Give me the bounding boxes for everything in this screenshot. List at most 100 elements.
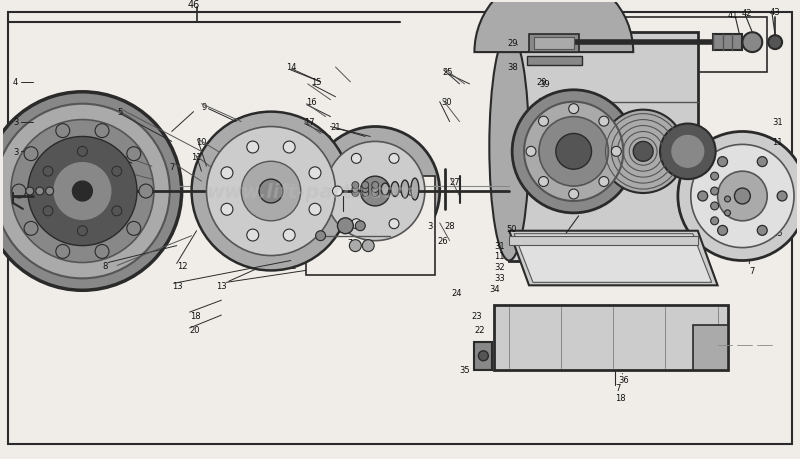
Circle shape <box>362 186 369 193</box>
Circle shape <box>283 142 295 154</box>
Circle shape <box>512 90 635 213</box>
Text: 13: 13 <box>216 281 227 290</box>
Circle shape <box>283 230 295 241</box>
Text: 40: 40 <box>541 39 551 48</box>
Circle shape <box>389 154 399 164</box>
Circle shape <box>351 219 362 229</box>
Circle shape <box>56 124 70 138</box>
Bar <box>534 38 574 50</box>
Circle shape <box>26 188 34 196</box>
Text: 7: 7 <box>90 162 96 171</box>
Circle shape <box>710 202 718 210</box>
Circle shape <box>309 204 321 216</box>
Text: 11: 11 <box>772 138 782 146</box>
Circle shape <box>43 207 53 216</box>
Text: 12: 12 <box>177 261 187 270</box>
Ellipse shape <box>381 184 389 196</box>
Wedge shape <box>474 0 634 53</box>
Ellipse shape <box>411 179 419 201</box>
Text: 38: 38 <box>507 63 518 73</box>
Circle shape <box>24 147 38 161</box>
Text: 19: 19 <box>341 219 350 228</box>
Circle shape <box>710 173 718 181</box>
Circle shape <box>112 167 122 177</box>
Text: 49: 49 <box>772 195 782 204</box>
Circle shape <box>0 93 182 291</box>
Text: 19: 19 <box>358 209 369 218</box>
Circle shape <box>24 222 38 236</box>
Circle shape <box>0 105 170 279</box>
Circle shape <box>36 188 44 196</box>
Circle shape <box>352 190 359 197</box>
Circle shape <box>246 230 258 241</box>
Circle shape <box>78 226 87 236</box>
Text: 6: 6 <box>102 147 108 157</box>
Text: 28: 28 <box>445 222 455 231</box>
Circle shape <box>569 105 578 114</box>
Circle shape <box>710 218 718 225</box>
Text: 33: 33 <box>494 273 505 282</box>
Polygon shape <box>509 231 718 285</box>
Text: 31: 31 <box>772 118 783 127</box>
Text: 29: 29 <box>536 78 546 87</box>
Circle shape <box>758 226 767 236</box>
Bar <box>474 342 492 370</box>
Text: 3: 3 <box>428 222 433 231</box>
Text: 44: 44 <box>658 261 669 270</box>
Text: 18: 18 <box>615 393 626 402</box>
Circle shape <box>389 219 399 229</box>
Text: 3: 3 <box>348 211 354 220</box>
Circle shape <box>46 188 54 196</box>
Text: 35: 35 <box>459 365 470 375</box>
Bar <box>558 18 767 73</box>
Text: 5: 5 <box>117 108 122 117</box>
Text: 2: 2 <box>58 162 63 171</box>
Circle shape <box>718 226 727 236</box>
Text: 11: 11 <box>191 152 202 162</box>
Circle shape <box>56 245 70 259</box>
Circle shape <box>352 182 359 189</box>
Circle shape <box>556 134 591 170</box>
Bar <box>509 33 698 261</box>
Bar <box>693 325 727 370</box>
Text: 26: 26 <box>438 237 448 246</box>
Bar <box>713 35 742 51</box>
Circle shape <box>259 180 283 203</box>
Text: 51: 51 <box>539 261 550 270</box>
Circle shape <box>127 222 141 236</box>
Ellipse shape <box>490 33 529 261</box>
Circle shape <box>690 145 794 248</box>
Text: 39: 39 <box>539 80 550 89</box>
Circle shape <box>777 191 787 202</box>
Text: 17: 17 <box>304 118 314 127</box>
Circle shape <box>112 207 122 216</box>
Circle shape <box>11 120 154 263</box>
Circle shape <box>538 117 549 127</box>
Text: 20: 20 <box>190 326 200 335</box>
Text: 48: 48 <box>772 209 783 218</box>
Circle shape <box>53 162 112 221</box>
Bar <box>529 35 578 53</box>
Circle shape <box>12 185 26 199</box>
Circle shape <box>355 221 366 231</box>
Polygon shape <box>509 236 698 245</box>
Text: 46: 46 <box>187 0 200 11</box>
Text: 50: 50 <box>506 225 517 234</box>
Circle shape <box>611 147 622 157</box>
Circle shape <box>538 177 549 187</box>
Text: 8: 8 <box>102 261 108 270</box>
Text: 14: 14 <box>286 63 296 73</box>
Circle shape <box>43 167 53 177</box>
Circle shape <box>734 189 750 205</box>
Text: 18: 18 <box>190 311 200 320</box>
Circle shape <box>139 185 153 199</box>
Text: 27: 27 <box>618 252 629 260</box>
Text: 3: 3 <box>13 147 18 157</box>
Text: 34: 34 <box>490 284 500 293</box>
Circle shape <box>309 168 321 179</box>
Circle shape <box>725 196 730 202</box>
Circle shape <box>742 33 762 53</box>
Text: 45: 45 <box>772 229 782 238</box>
Text: 29: 29 <box>507 39 518 48</box>
Circle shape <box>599 177 609 187</box>
